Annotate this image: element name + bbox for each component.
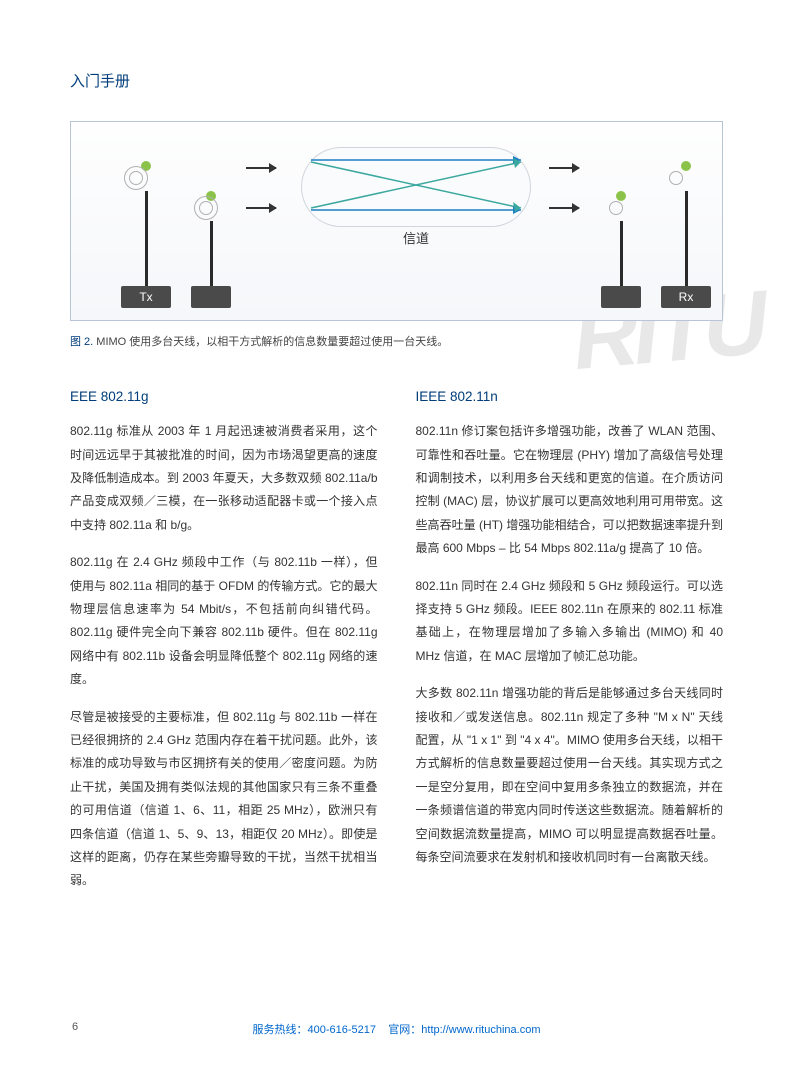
- arrow-icon: [549, 207, 579, 209]
- hotline-label: 服务热线：: [253, 1024, 308, 1036]
- tx-label: Tx: [121, 286, 171, 308]
- channel-label: 信道: [403, 228, 429, 247]
- body-paragraph: 802.11g 标准从 2003 年 1 月起迅速被消费者采用，这个时间远远早于…: [70, 420, 378, 537]
- mimo-diagram: Tx 信道: [70, 121, 723, 321]
- arrow-icon: [246, 167, 276, 169]
- left-column: EEE 802.11g 802.11g 标准从 2003 年 1 月起迅速被消费…: [70, 384, 378, 907]
- page-footer: 6 服务热线：400-616-5217 官网：http://www.rituch…: [0, 1021, 793, 1037]
- body-paragraph: 802.11n 修订案包括许多增强功能，改善了 WLAN 范围、可靠性和吞吐量。…: [416, 420, 724, 560]
- site-label: 官网：: [388, 1024, 421, 1036]
- rx-label: Rx: [661, 286, 711, 308]
- body-paragraph: 尽管是被接受的主要标准，但 802.11g 与 802.11b 一样在已经很拥挤…: [70, 706, 378, 893]
- page-number: 6: [72, 1021, 78, 1033]
- right-column: IEEE 802.11n 802.11n 修订案包括许多增强功能，改善了 WLA…: [416, 384, 724, 907]
- arrow-icon: [549, 167, 579, 169]
- site-link[interactable]: http://www.rituchina.com: [421, 1024, 540, 1036]
- page-header: 入门手册: [70, 70, 723, 91]
- arrow-icon: [246, 207, 276, 209]
- section-heading: EEE 802.11g: [70, 384, 378, 410]
- hotline-number: 400-616-5217: [308, 1024, 377, 1036]
- body-paragraph: 802.11n 同时在 2.4 GHz 频段和 5 GHz 频段运行。可以选择支…: [416, 575, 724, 669]
- section-heading: IEEE 802.11n: [416, 384, 724, 410]
- figure-caption: 图 2. MIMO 使用多台天线，以相干方式解析的信息数量要超过使用一台天线。: [70, 333, 723, 349]
- body-paragraph: 大多数 802.11n 增强功能的背后是能够通过多台天线同时接收和／或发送信息。…: [416, 682, 724, 869]
- body-paragraph: 802.11g 在 2.4 GHz 频段中工作（与 802.11b 一样），但使…: [70, 551, 378, 691]
- crossing-lines: [306, 150, 526, 224]
